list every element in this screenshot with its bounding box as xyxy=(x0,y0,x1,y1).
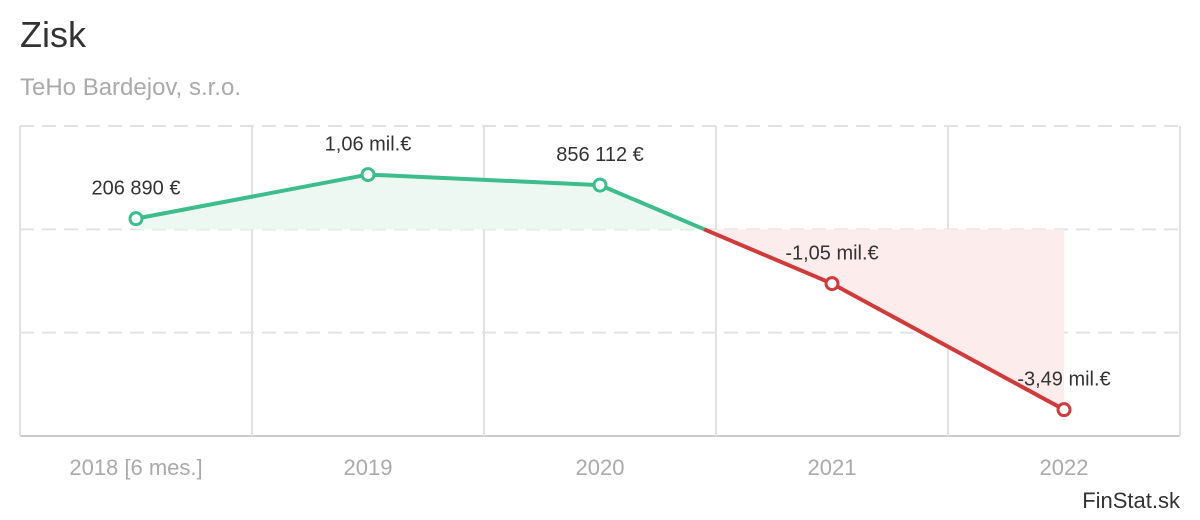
profit-line xyxy=(135,172,705,232)
profit-area xyxy=(136,174,705,230)
data-point xyxy=(1056,402,1072,418)
data-point xyxy=(128,211,144,227)
x-tick-label: 2018 [6 mes.] xyxy=(69,455,202,480)
source-credit[interactable]: FinStat.sk xyxy=(1082,488,1180,513)
data-label: -3,49 mil.€ xyxy=(1017,369,1110,391)
x-tick-label: 2021 xyxy=(808,455,857,480)
data-label: -1,05 mil.€ xyxy=(785,243,878,265)
data-point xyxy=(360,167,376,183)
area-fills xyxy=(136,174,1064,410)
x-tick-label: 2020 xyxy=(576,455,625,480)
data-point xyxy=(824,276,840,292)
x-tick-label: 2022 xyxy=(1040,455,1089,480)
x-tick-label: 2019 xyxy=(344,455,393,480)
data-labels: 206 890 € 1,06 mil.€ 856 112 € -1,05 mil.€ -… xyxy=(92,134,1111,391)
data-point xyxy=(592,177,608,193)
loss-area xyxy=(704,229,1064,410)
data-points xyxy=(128,167,1072,418)
data-label: 1,06 mil.€ xyxy=(325,134,412,156)
chart-title: Zisk xyxy=(20,14,86,55)
x-axis-ticks: 2018 [6 mes.] 2019 2020 2021 2022 xyxy=(69,455,1088,480)
data-label: 206 890 € xyxy=(92,178,181,200)
chart-subtitle: TeHo Bardejov, s.r.o. xyxy=(20,74,241,101)
data-label: 856 112 € xyxy=(556,144,644,166)
